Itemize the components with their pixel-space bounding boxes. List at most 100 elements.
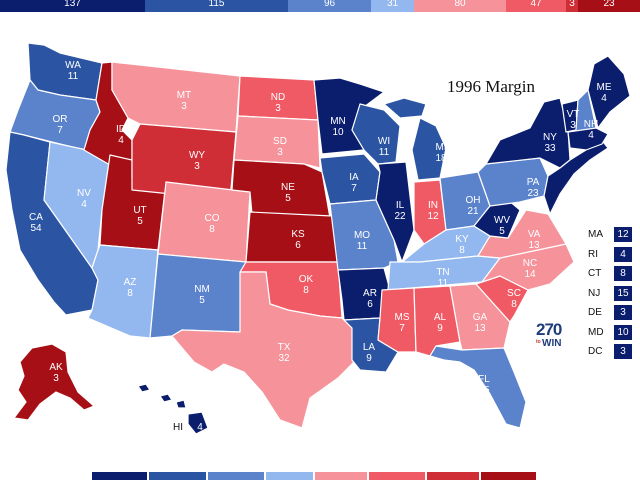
small-state-ev-box: 15	[614, 285, 632, 301]
state-fl[interactable]	[429, 345, 527, 429]
label-az-ev: 8	[127, 288, 133, 299]
small-state-abbr: DC	[588, 346, 603, 357]
label-tn-abbr: TN	[436, 267, 449, 278]
label-ks-abbr: KS	[291, 229, 305, 240]
label-la-ev: 9	[366, 353, 372, 364]
label-pa-abbr: PA	[527, 177, 540, 188]
label-sc-abbr: SC	[507, 288, 521, 299]
small-state-de[interactable]: DE 3	[588, 305, 638, 321]
label-wi-abbr: WI	[378, 136, 390, 147]
label-ms-abbr: MS	[395, 312, 410, 323]
label-al-abbr: AL	[434, 312, 447, 323]
label-fl-ev: 25	[478, 385, 490, 396]
small-state-md[interactable]: MD 10	[588, 324, 638, 341]
state-ny[interactable]	[485, 97, 571, 169]
label-az-abbr: AZ	[124, 277, 137, 288]
label-ks-ev: 6	[295, 240, 301, 251]
state-tx[interactable]	[171, 271, 357, 429]
label-mt-abbr: MT	[177, 90, 191, 101]
label-id-ev: 4	[118, 135, 124, 146]
label-oh-abbr: OH	[466, 195, 481, 206]
electoral-vote-bar-top: 137 115 96 31 80 47 3 23	[0, 0, 640, 12]
label-il-abbr: IL	[396, 200, 405, 211]
label-co-abbr: CO	[205, 213, 220, 224]
label-mn-ev: 10	[332, 127, 344, 138]
small-state-dc[interactable]: DC 3	[588, 344, 638, 360]
label-il-ev: 22	[394, 211, 406, 222]
label-pa-ev: 23	[527, 188, 539, 199]
label-nc-ev: 14	[524, 269, 536, 280]
label-ga-abbr: GA	[473, 312, 488, 323]
small-state-abbr: DE	[588, 307, 602, 318]
small-state-abbr: CT	[588, 268, 602, 279]
label-ca-abbr: CA	[29, 212, 43, 223]
label-va-ev: 13	[528, 240, 540, 251]
label-nm-ev: 5	[199, 295, 205, 306]
map-title: 1996 Margin	[447, 77, 535, 96]
legend-swatch-4	[315, 472, 367, 480]
bar-seg-rep-safe: 23	[578, 0, 640, 12]
small-state-ri[interactable]: RI 4	[588, 246, 638, 263]
label-or-abbr: OR	[53, 114, 68, 125]
small-state-nj[interactable]: NJ 15	[588, 285, 638, 302]
label-mn-abbr: MN	[330, 116, 346, 127]
label-ar-abbr: AR	[363, 288, 377, 299]
label-ky-abbr: KY	[455, 234, 469, 245]
label-tx-abbr: TX	[278, 342, 291, 353]
small-state-abbr: MA	[588, 229, 603, 240]
state-hi[interactable]	[137, 383, 209, 435]
label-me-abbr: ME	[597, 82, 612, 93]
label-la-abbr: LA	[363, 342, 376, 353]
label-wv-ev: 5	[499, 226, 505, 237]
label-id-abbr: ID	[116, 124, 126, 135]
label-vt-ev: 3	[570, 120, 576, 131]
state-nm[interactable]	[149, 253, 247, 339]
state-labels: WA11OR7CA54NV4ID4UT5AZ8MT3WY3CO8NM5ND3SD…	[29, 60, 612, 433]
state-me[interactable]	[587, 55, 631, 129]
legend-swatch-1	[149, 472, 206, 480]
label-me-ev: 4	[601, 93, 607, 104]
label-ak-ev: 3	[53, 373, 59, 384]
label-al-ev: 9	[437, 323, 443, 334]
label-wa-ev: 11	[68, 71, 79, 82]
label-nd-abbr: ND	[271, 92, 285, 103]
label-va-abbr: VA	[528, 229, 541, 240]
label-nh-ev: 4	[588, 130, 594, 141]
label-ne-ev: 5	[285, 193, 291, 204]
bar-seg-rep-likely: 3	[566, 0, 578, 12]
state-sd[interactable]	[233, 115, 321, 169]
small-state-ev-box: 12	[614, 227, 632, 242]
label-ok-ev: 8	[303, 285, 309, 296]
label-ny-abbr: NY	[543, 132, 557, 143]
state-ak[interactable]	[13, 343, 95, 421]
label-nh-abbr: NH	[584, 119, 598, 130]
state-northeast-corridor[interactable]	[543, 137, 609, 215]
label-nc-abbr: NC	[523, 258, 537, 269]
label-ia-ev: 7	[351, 183, 357, 194]
state-az[interactable]	[87, 244, 159, 339]
small-state-ma[interactable]: MA 12	[588, 227, 638, 243]
label-fl-abbr: FL	[478, 374, 490, 385]
small-state-ct[interactable]: CT 8	[588, 266, 638, 282]
small-state-ev-box: 8	[614, 266, 632, 281]
label-mi-ev: 18	[435, 153, 447, 164]
state-ma-shape[interactable]	[567, 127, 609, 151]
label-wy-ev: 3	[194, 161, 200, 172]
small-state-ev-box: 10	[614, 324, 632, 340]
legend-swatch-5	[369, 472, 425, 480]
label-ak-abbr: AK	[49, 362, 63, 373]
label-co-ev: 8	[209, 224, 215, 235]
label-sd-abbr: SD	[273, 136, 287, 147]
small-state-abbr: RI	[588, 248, 598, 260]
label-tx-ev: 32	[278, 353, 290, 364]
label-wy-abbr: WY	[189, 150, 205, 161]
label-ga-ev: 13	[474, 323, 486, 334]
label-wi-ev: 11	[379, 147, 390, 158]
legend-swatch-7	[481, 472, 536, 480]
small-state-ev-box: 3	[614, 344, 632, 359]
label-ms-ev: 7	[399, 323, 405, 334]
label-nv-abbr: NV	[77, 188, 91, 199]
state-il[interactable]	[375, 161, 415, 263]
label-sd-ev: 3	[277, 147, 283, 158]
